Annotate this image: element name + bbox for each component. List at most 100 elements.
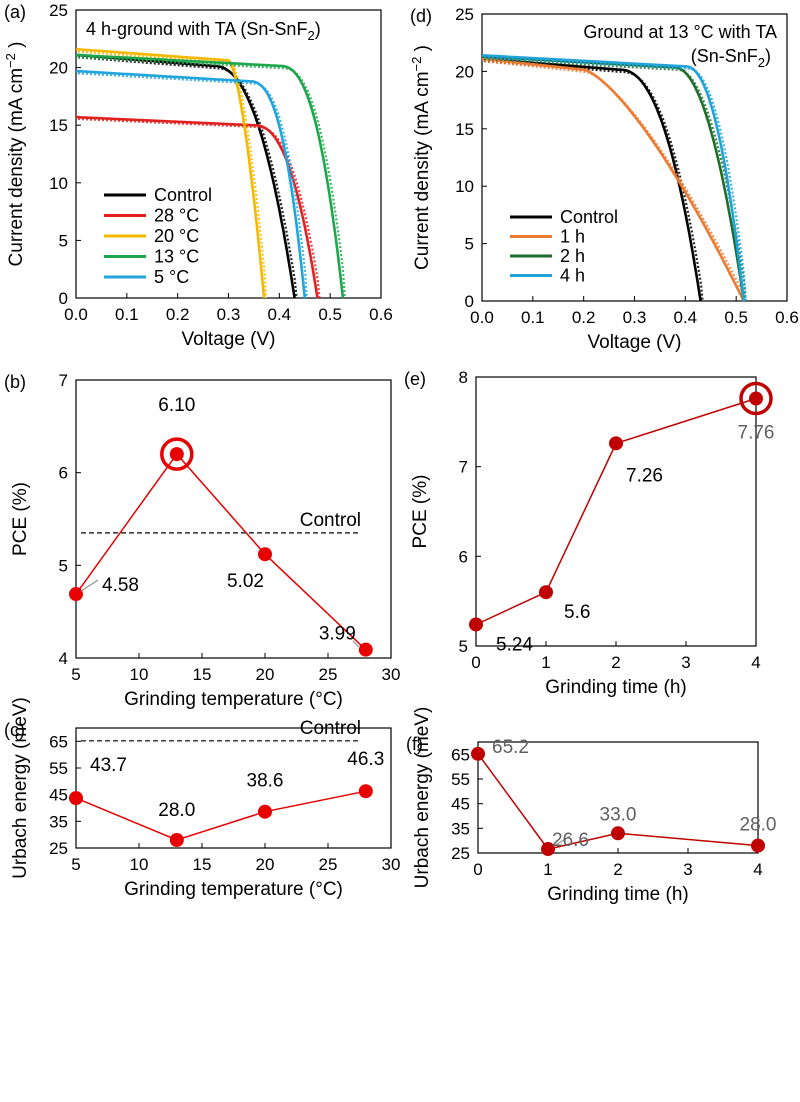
x-tick-label: 1 xyxy=(541,653,550,672)
data-point xyxy=(611,826,625,841)
data-point xyxy=(169,447,184,462)
x-tick-label: 1 xyxy=(543,860,552,879)
data-label: 46.3 xyxy=(347,749,384,770)
series-20 °C-forward-line xyxy=(75,47,266,299)
legend-label: Control xyxy=(154,185,212,205)
legend-label: 20 °C xyxy=(154,226,199,246)
x-tick-label: 0 xyxy=(471,653,480,672)
highlight-ring xyxy=(160,437,194,471)
panel-tag: (b) xyxy=(4,372,26,392)
series-line xyxy=(475,397,757,626)
data-label: 5.02 xyxy=(227,571,264,592)
y-tick-label: 0 xyxy=(465,292,474,311)
y-tick-label: 7 xyxy=(459,458,468,477)
legend-label: 2 h xyxy=(560,246,585,266)
x-tick-label: 0.4 xyxy=(674,308,698,327)
y-tick-label: 5 xyxy=(59,231,68,250)
y-tick-label: 55 xyxy=(49,759,68,778)
y-tick-label: 5 xyxy=(459,637,468,656)
series-line xyxy=(75,790,366,841)
panel-d-jv-time: 0.0 0.1 0.2 0.3 0.4 0.5 0.6 0 5 10 15 20 25 Voltage (… xyxy=(409,5,799,353)
data-point xyxy=(358,784,373,799)
series-Control-forward-line xyxy=(481,57,702,302)
data-point xyxy=(539,585,553,600)
series-5 °C-forward-line xyxy=(75,69,307,299)
x-tick-label: 0.0 xyxy=(470,308,494,327)
x-tick-label: 20 xyxy=(256,665,275,684)
y-tick-label: 10 xyxy=(49,174,68,193)
y-tick-label: 10 xyxy=(455,177,474,196)
panel-tag: (d) xyxy=(410,6,432,26)
x-axis-label: Grinding time (h) xyxy=(545,677,687,698)
x-tick-label: 0.3 xyxy=(623,308,647,327)
data-point xyxy=(358,642,373,657)
x-tick-label: 0.3 xyxy=(217,305,241,324)
x-tick-label: 4 xyxy=(751,653,760,672)
panel-a-jv-temperature: 0.0 0.1 0.2 0.3 0.4 0.5 0.6 0 5 10 15 20 25 Voltage (… xyxy=(3,1,393,350)
y-tick-label: 0 xyxy=(59,289,68,308)
data-label: 65.2 xyxy=(492,737,529,758)
y-tick-label: 20 xyxy=(455,62,474,81)
data-label: 3.99 xyxy=(319,624,356,645)
data-point xyxy=(471,746,485,761)
x-tick-label: 0.2 xyxy=(166,305,190,324)
legend-label: 1 h xyxy=(560,227,585,247)
control-label: Control xyxy=(300,718,361,739)
x-tick-label: 0.6 xyxy=(775,308,799,327)
series-line xyxy=(477,753,759,850)
x-tick-label: 0.4 xyxy=(268,305,292,324)
y-tick-label: 55 xyxy=(451,770,470,789)
y-tick-label: 20 xyxy=(49,59,68,78)
data-label: 7.76 xyxy=(738,423,775,444)
y-tick-label: 8 xyxy=(459,368,468,387)
chart-title-line2: (Sn-SnF2) xyxy=(691,46,771,70)
data-label: 28.0 xyxy=(740,815,777,836)
panel-tag: (c) xyxy=(4,720,25,740)
series-13 °C-forward-line xyxy=(75,53,345,299)
label-leader xyxy=(80,579,99,592)
y-tick-label: 7 xyxy=(59,371,68,390)
x-tick-label: 30 xyxy=(382,665,401,684)
data-label: 5.6 xyxy=(564,602,590,623)
x-tick-label: 0.6 xyxy=(369,305,393,324)
x-tick-label: 0 xyxy=(473,860,482,879)
x-tick-label: 3 xyxy=(681,653,690,672)
x-axis-label: Voltage (V) xyxy=(182,329,276,350)
label-leader xyxy=(553,835,571,847)
chart-title: 4 h-ground with TA (Sn-SnF2) xyxy=(86,19,321,43)
x-tick-label: 25 xyxy=(319,665,338,684)
data-point xyxy=(751,838,765,853)
series-1 h-forward-line xyxy=(481,57,745,302)
series-20 °C-reverse-line xyxy=(77,50,268,299)
control-label: Control xyxy=(300,510,361,531)
x-axis-label: Grinding time (h) xyxy=(547,884,689,905)
plot-frame xyxy=(75,379,392,659)
y-axis-label: Urbach energy (meV) xyxy=(412,707,433,889)
data-label: 33.0 xyxy=(600,804,637,825)
data-point xyxy=(469,617,483,632)
legend-label: 4 h xyxy=(560,266,585,286)
series-13 °C-reverse-line xyxy=(77,56,346,299)
y-tick-label: 4 xyxy=(59,649,68,668)
y-axis-label: PCE (%) xyxy=(10,482,31,556)
y-tick-label: 5 xyxy=(59,556,68,575)
data-point xyxy=(609,436,623,451)
data-label: 4.58 xyxy=(102,575,139,596)
x-tick-label: 15 xyxy=(193,665,212,684)
series-2 h-forward-line xyxy=(481,55,746,302)
data-point xyxy=(258,804,272,819)
data-point xyxy=(69,587,83,602)
series-2 h-reverse-line xyxy=(483,57,747,302)
y-tick-label: 65 xyxy=(49,732,68,751)
y-tick-label: 25 xyxy=(451,844,470,863)
chart-title: Ground at 13 °C with TA xyxy=(583,22,777,42)
y-tick-label: 15 xyxy=(455,120,474,139)
x-tick-label: 30 xyxy=(382,855,401,874)
y-tick-label: 65 xyxy=(451,745,470,764)
panel-e-pce-time: 0 1 2 3 4 5 6 7 8 Grinding time (h) PCE (%) (e) 5.24… xyxy=(404,368,774,698)
x-tick-label: 20 xyxy=(256,855,275,874)
legend-label: 5 °C xyxy=(154,267,189,287)
series-4 h-forward-line xyxy=(481,54,746,302)
data-label: 43.7 xyxy=(90,755,127,776)
